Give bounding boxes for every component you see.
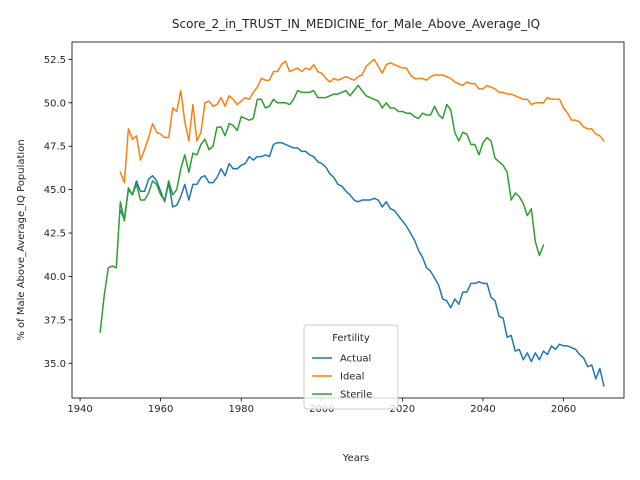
- x-tick-label: 1960: [148, 404, 173, 415]
- series-line-sterile: [99, 84, 545, 333]
- y-tick-label: 52.5: [44, 55, 66, 66]
- y-tick-label: 47.5: [44, 142, 66, 153]
- x-tick-label: 1980: [228, 404, 253, 415]
- series-line-ideal: [119, 58, 605, 184]
- y-tick-label: 42.5: [44, 229, 66, 240]
- x-tick-label: 1940: [67, 404, 92, 415]
- x-axis-title: Years: [342, 453, 369, 464]
- legend-title: Fertility: [332, 333, 370, 344]
- x-tick-label: 2060: [551, 404, 576, 415]
- x-tick-label: 2040: [470, 404, 495, 415]
- y-tick-label: 37.5: [44, 315, 66, 326]
- legend: Fertility Actual Ideal Sterile: [303, 324, 399, 410]
- legend-box: [303, 324, 399, 410]
- legend-label-actual: Actual: [340, 354, 371, 365]
- x-tick-label: 2020: [390, 404, 415, 415]
- y-axis-title: % of Male Above_Average_IQ Population: [16, 139, 27, 340]
- y-tick-label: 35.0: [44, 359, 66, 370]
- y-tick-label: 45.0: [44, 185, 66, 196]
- y-tick-label: 50.0: [44, 98, 66, 109]
- legend-label-sterile: Sterile: [340, 390, 372, 401]
- legend-label-ideal: Ideal: [340, 372, 364, 383]
- series-line-actual: [119, 141, 605, 387]
- y-tick-label: 40.0: [44, 272, 66, 283]
- chart-title: Score_2_in_TRUST_IN_MEDICINE_for_Male_Ab…: [172, 17, 540, 31]
